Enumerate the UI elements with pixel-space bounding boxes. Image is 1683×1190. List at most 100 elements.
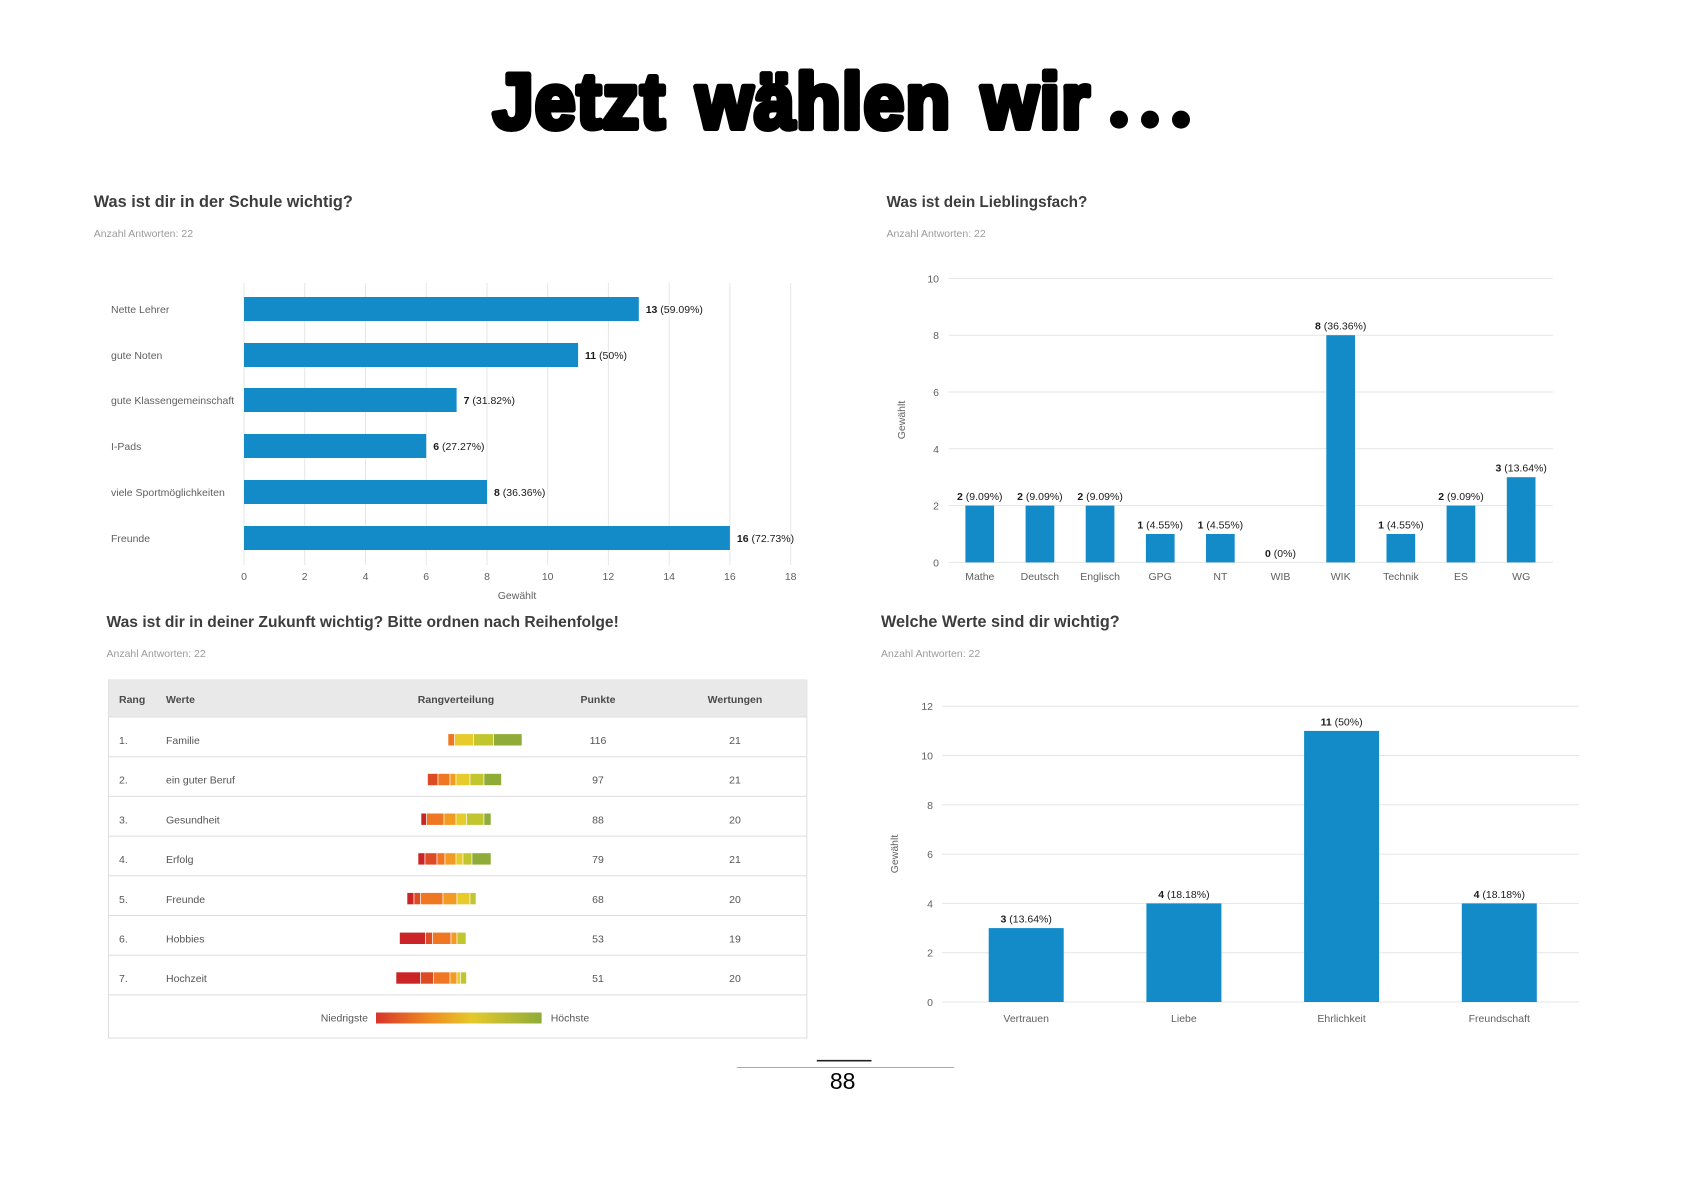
svg-text:3 (13.64%): 3 (13.64%) (1496, 463, 1547, 475)
svg-text:ES: ES (1454, 571, 1468, 583)
svg-text:2: 2 (927, 948, 933, 960)
svg-text:20: 20 (729, 894, 741, 906)
svg-text:0: 0 (933, 557, 939, 569)
svg-text:Englisch: Englisch (1080, 571, 1120, 583)
svg-text:53: 53 (592, 934, 604, 946)
svg-text:2: 2 (302, 571, 308, 583)
svg-text:GPG: GPG (1149, 571, 1172, 583)
svg-text:18: 18 (785, 571, 797, 583)
svg-text:14: 14 (663, 571, 675, 583)
svg-text:6: 6 (933, 387, 939, 399)
svg-text:Freundschaft: Freundschaft (1469, 1013, 1530, 1025)
svg-text:Gewählt: Gewählt (498, 590, 537, 602)
svg-text:4: 4 (933, 444, 939, 456)
svg-text:1.: 1. (119, 735, 128, 747)
svg-text:Was ist dir in der Schule wich: Was ist dir in der Schule wichtig? (94, 193, 353, 211)
svg-text:WG: WG (1512, 571, 1530, 583)
svg-text:Punkte: Punkte (580, 694, 615, 706)
svg-text:1 (4.55%): 1 (4.55%) (1198, 519, 1244, 531)
svg-text:0: 0 (241, 571, 247, 583)
svg-text:Technik: Technik (1383, 571, 1419, 583)
svg-text:4.: 4. (119, 854, 128, 866)
svg-text:5.: 5. (119, 894, 128, 906)
svg-text:116: 116 (590, 735, 607, 747)
svg-text:Gesundheit: Gesundheit (166, 814, 220, 826)
svg-text:10: 10 (542, 571, 554, 583)
svg-text:Vertrauen: Vertrauen (1003, 1013, 1049, 1025)
svg-text:Rangverteilung: Rangverteilung (418, 694, 494, 706)
svg-text:11 (50%): 11 (50%) (1321, 716, 1363, 728)
svg-text:gute Klassengemeinschaft: gute Klassengemeinschaft (111, 395, 234, 407)
svg-text:2.: 2. (119, 775, 128, 787)
svg-text:6: 6 (423, 571, 429, 583)
svg-text:Anzahl Antworten: 22: Anzahl Antworten: 22 (94, 228, 193, 240)
svg-text:Deutsch: Deutsch (1021, 571, 1060, 583)
svg-text:12: 12 (603, 571, 615, 583)
svg-text:4: 4 (363, 571, 369, 583)
svg-text:Was ist dein Lieblingsfach?: Was ist dein Lieblingsfach? (887, 194, 1088, 211)
svg-text:16 (72.73%): 16 (72.73%) (737, 533, 794, 545)
svg-text:I-Pads: I-Pads (111, 441, 141, 453)
svg-text:8: 8 (927, 800, 933, 812)
svg-text:21: 21 (729, 775, 741, 787)
svg-text:6 (27.27%): 6 (27.27%) (433, 441, 484, 453)
svg-text:68: 68 (592, 894, 604, 906)
svg-text:4: 4 (927, 898, 933, 910)
svg-text:Anzahl Antworten: 22: Anzahl Antworten: 22 (881, 648, 980, 660)
svg-text:Anzahl Antworten: 22: Anzahl Antworten: 22 (887, 228, 986, 240)
svg-text:1 (4.55%): 1 (4.55%) (1378, 519, 1424, 531)
svg-text:Was ist dir in deiner Zukunft: Was ist dir in deiner Zukunft wichtig? B… (107, 614, 619, 631)
svg-text:3.: 3. (119, 814, 128, 826)
svg-text:2 (9.09%): 2 (9.09%) (1438, 491, 1484, 503)
svg-text:19: 19 (729, 934, 741, 946)
svg-text:viele Sportmöglichkeiten: viele Sportmöglichkeiten (111, 487, 225, 499)
svg-text:88: 88 (830, 1068, 856, 1094)
svg-text:0: 0 (927, 997, 933, 1009)
svg-text:97: 97 (592, 775, 604, 787)
svg-text:10: 10 (921, 751, 933, 763)
svg-text:20: 20 (729, 814, 741, 826)
svg-text:Werte: Werte (166, 694, 195, 706)
svg-text:Welche Werte sind dir wichtig?: Welche Werte sind dir wichtig? (881, 613, 1120, 631)
svg-text:WIK: WIK (1331, 571, 1351, 583)
svg-text:Freunde: Freunde (111, 533, 150, 545)
svg-text:79: 79 (592, 854, 604, 866)
svg-text:1 (4.55%): 1 (4.55%) (1137, 519, 1183, 531)
svg-text:ein guter Beruf: ein guter Beruf (166, 775, 235, 787)
svg-text:8: 8 (933, 330, 939, 342)
svg-text:Familie: Familie (166, 735, 200, 747)
svg-text:21: 21 (729, 854, 741, 866)
svg-text:51: 51 (592, 973, 604, 985)
svg-text:2: 2 (933, 501, 939, 513)
svg-text:Höchste: Höchste (551, 1013, 590, 1025)
svg-text:7 (31.82%): 7 (31.82%) (464, 395, 515, 407)
svg-text:8: 8 (484, 571, 490, 583)
svg-text:13 (59.09%): 13 (59.09%) (646, 304, 703, 316)
svg-text:Gewählt: Gewählt (896, 401, 908, 440)
svg-text:Nette Lehrer: Nette Lehrer (111, 304, 170, 316)
svg-text:WIB: WIB (1271, 571, 1291, 583)
svg-text:0 (0%): 0 (0%) (1265, 548, 1296, 560)
svg-text:7.: 7. (119, 973, 128, 985)
svg-text:4 (18.18%): 4 (18.18%) (1158, 889, 1209, 901)
svg-text:2 (9.09%): 2 (9.09%) (1077, 491, 1123, 503)
svg-text:6: 6 (927, 849, 933, 861)
svg-text:Jetzt wählen wir: Jetzt wählen wir (493, 57, 1091, 145)
svg-text:11 (50%): 11 (50%) (585, 350, 627, 362)
svg-text:Niedrigste: Niedrigste (321, 1013, 368, 1025)
svg-text:6.: 6. (119, 934, 128, 946)
svg-text:Rang: Rang (119, 694, 145, 706)
svg-text:20: 20 (729, 973, 741, 985)
svg-text:10: 10 (927, 273, 939, 285)
svg-text:Liebe: Liebe (1171, 1013, 1197, 1025)
svg-text:Mathe: Mathe (965, 571, 994, 583)
svg-text:Hobbies: Hobbies (166, 934, 205, 946)
svg-text:Freunde: Freunde (166, 894, 205, 906)
svg-text:Wertungen: Wertungen (708, 694, 763, 706)
svg-text:Anzahl Antworten: 22: Anzahl Antworten: 22 (107, 648, 206, 660)
svg-text:12: 12 (921, 701, 933, 713)
svg-text:gute Noten: gute Noten (111, 350, 163, 362)
svg-text:2 (9.09%): 2 (9.09%) (1017, 491, 1063, 503)
svg-text:3 (13.64%): 3 (13.64%) (1001, 914, 1052, 926)
svg-text:21: 21 (729, 735, 741, 747)
